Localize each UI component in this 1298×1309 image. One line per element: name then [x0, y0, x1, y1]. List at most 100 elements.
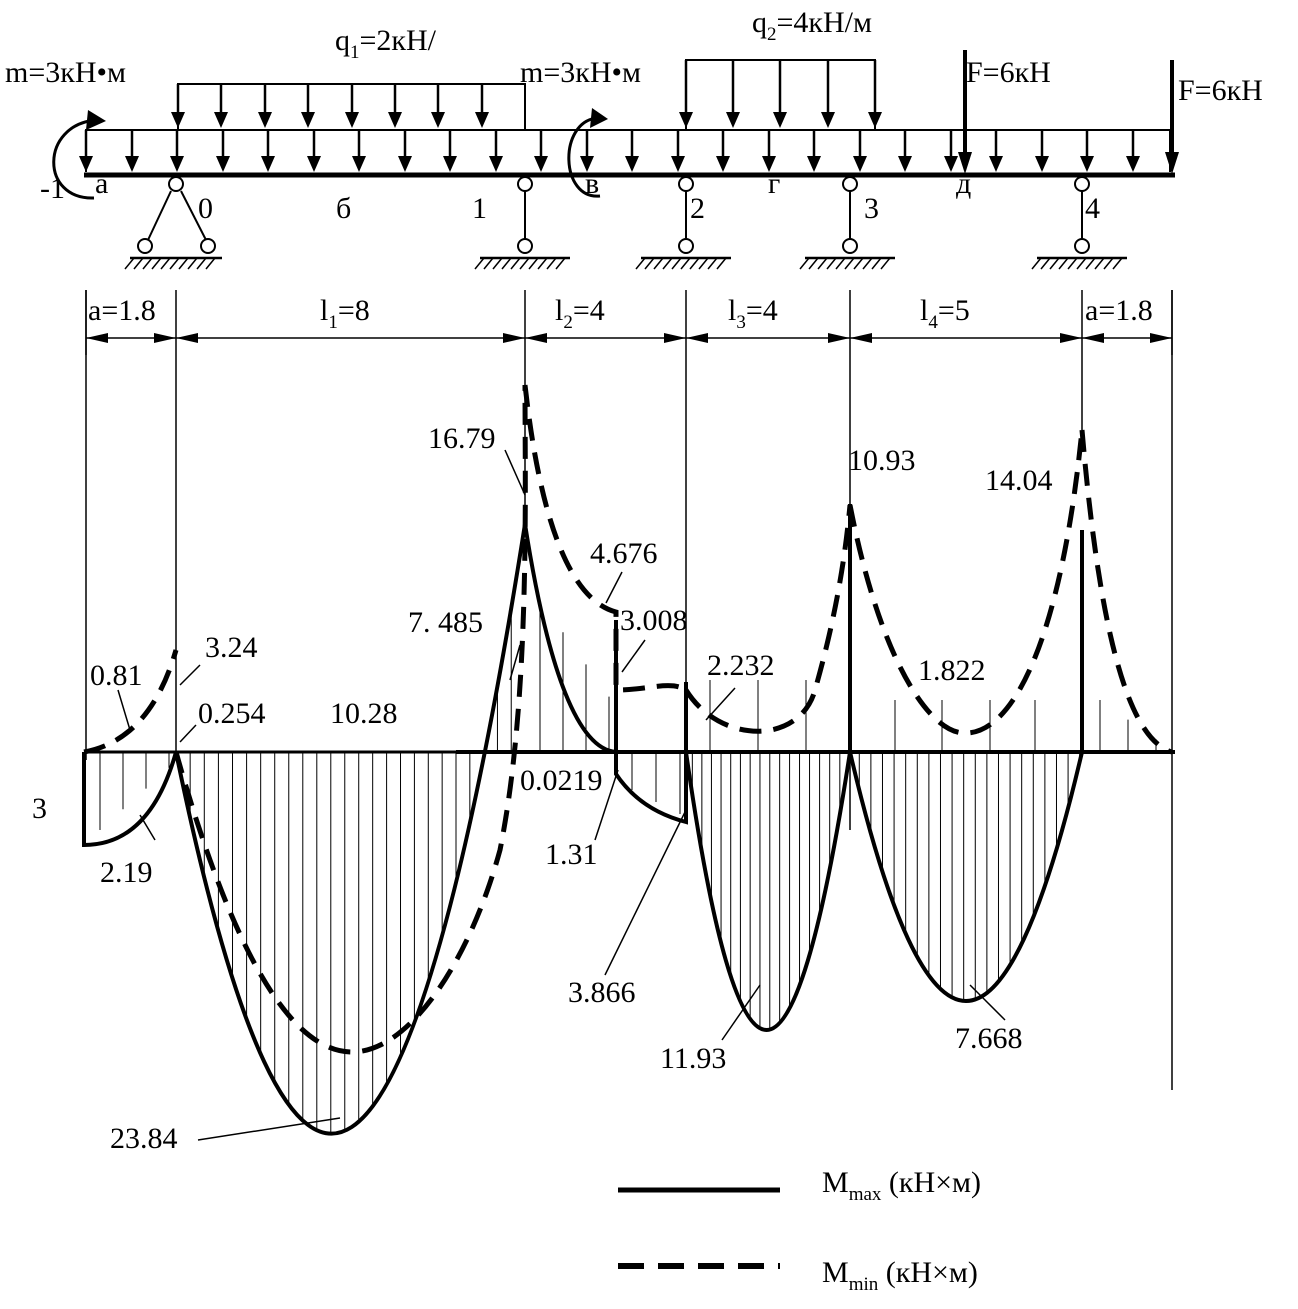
leader-line	[594, 769, 619, 841]
ground-hatch	[205, 257, 216, 270]
dim-arrowhead	[503, 333, 525, 343]
moment-left-icon	[52, 118, 97, 200]
ground-hatch	[644, 257, 655, 270]
leader-line	[509, 644, 521, 681]
dim-l3: l3=4	[728, 294, 778, 333]
value-10-93: 10.93	[848, 444, 916, 477]
support-bottom-hinge	[842, 238, 858, 254]
value-10-28: 10.28	[330, 697, 398, 730]
leader-line	[179, 724, 197, 743]
ground-hatch	[680, 257, 691, 270]
ground-hatch	[635, 257, 646, 270]
support-top-hinge	[678, 176, 694, 192]
support-2-label: 2	[690, 192, 705, 225]
dim-l4: l4=5	[920, 294, 970, 333]
value-2-232: 2.232	[707, 649, 775, 682]
ground-hatch	[1067, 257, 1078, 270]
dim-arrowhead	[86, 333, 108, 343]
point-b-label: б	[336, 192, 351, 225]
leader-line	[721, 984, 761, 1041]
point-d-label: д	[956, 167, 971, 200]
uniform-load-arrow-head	[762, 156, 776, 172]
value-7-485: 7. 485	[408, 606, 483, 639]
leader-line	[139, 814, 156, 841]
value-14-04: 14.04	[985, 464, 1053, 497]
ground-hatch	[1031, 257, 1042, 270]
q1-label: q1=2кН/	[335, 24, 437, 63]
ground-hatch	[698, 257, 709, 270]
ground-hatch	[862, 257, 873, 270]
leader-lines	[117, 449, 1006, 1141]
moment-left-arrowhead	[86, 110, 106, 130]
ground-hatch	[187, 257, 198, 270]
uniform-load-arrow-head	[580, 156, 594, 172]
q1-load-arrow-head	[171, 112, 185, 128]
force-f-right-arrowhead	[1165, 152, 1179, 174]
moment-mid-label: m=3кН•м	[520, 56, 641, 89]
uniform-load-arrow-head	[534, 156, 548, 172]
ground-hatch	[716, 257, 727, 270]
point-minus1-label: -1	[40, 172, 65, 205]
diagram-hatching	[99, 600, 1157, 1134]
q1-load-arrow-head	[431, 112, 445, 128]
legend: Mmax (кН×м) Mmin (кН×м)	[618, 1166, 981, 1295]
support-4-label: 4	[1085, 192, 1100, 225]
ground-hatch	[528, 257, 539, 270]
leader-line	[504, 449, 526, 496]
dim-arrowhead	[828, 333, 850, 343]
support-bottom-hinge	[678, 238, 694, 254]
ground-hatch	[1040, 257, 1051, 270]
uniform-load-arrow-head	[807, 156, 821, 172]
support-0-link-left	[147, 190, 172, 241]
ground-hatch	[871, 257, 882, 270]
ground-hatch	[142, 257, 153, 270]
ground-hatch	[169, 257, 180, 270]
q1-load-arrow-head	[475, 112, 489, 128]
dim-arrowhead	[664, 333, 686, 343]
value-3: 3	[32, 792, 47, 825]
mmax-overhang-left	[82, 751, 178, 848]
support-0-label: 0	[198, 192, 213, 225]
uniform-load-arrow-head	[898, 156, 912, 172]
ground-hatch	[1094, 257, 1105, 270]
mmin-span-1	[173, 384, 528, 1055]
ground-hatch	[537, 257, 548, 270]
leader-line	[621, 639, 646, 673]
uniform-load-arrow-head	[944, 156, 958, 172]
uniform-load-arrow-head	[1126, 156, 1140, 172]
uniform-load-arrow-head	[489, 156, 503, 172]
dim-arrowhead	[686, 333, 708, 343]
leader-line	[969, 984, 1006, 1021]
uniform-load-arrow-head	[1080, 156, 1094, 172]
support-bottom-hinge	[517, 238, 533, 254]
leader-line	[604, 809, 687, 976]
ground-hatch	[880, 257, 891, 270]
value-0-254: 0.254	[198, 697, 266, 730]
ground-hatch	[808, 257, 819, 270]
q1-load-arrow-head	[301, 112, 315, 128]
value-7-668: 7.668	[955, 1022, 1023, 1055]
ground-hatch	[853, 257, 864, 270]
q2-load-arrow-head	[726, 112, 740, 128]
point-v-label: в	[585, 167, 599, 200]
value-4-676: 4.676	[590, 537, 658, 570]
q1-load-arrow-head	[258, 112, 272, 128]
uniform-load-arrow-head	[398, 156, 412, 172]
uniform-load-arrow-head	[989, 156, 1003, 172]
support-bottom-hinge	[1074, 238, 1090, 254]
support-0-link-right	[180, 190, 207, 241]
force-f-mid-arrowhead	[958, 152, 972, 174]
q1-load-arrow-head	[214, 112, 228, 128]
uniform-load-arrow-head	[216, 156, 230, 172]
uniform-load-arrow-head	[79, 156, 93, 172]
dim-l2: l2=4	[555, 294, 605, 333]
ground-hatch	[799, 257, 810, 270]
uniform-load-arrow-head	[170, 156, 184, 172]
ground-hatch	[1103, 257, 1114, 270]
ground-hatch	[555, 257, 566, 270]
ground-hatch	[492, 257, 503, 270]
legend-mmax-label: Mmax (кН×м)	[822, 1166, 981, 1205]
value-3-24: 3.24	[205, 631, 258, 664]
support-vertical-lines	[85, 290, 1173, 1090]
